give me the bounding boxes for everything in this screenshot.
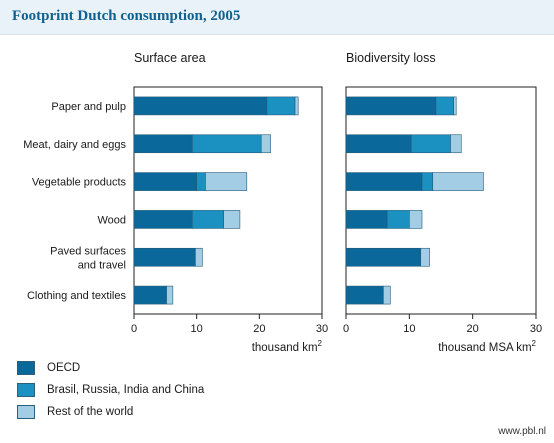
panel-title: Biodiversity loss <box>346 51 436 65</box>
bar-segment <box>191 134 262 154</box>
bar-segment <box>421 172 434 191</box>
bar-segment <box>432 172 484 191</box>
bar-segment <box>345 285 384 305</box>
x-tick-label: 30 <box>530 323 542 335</box>
plot-frame <box>345 86 537 315</box>
bar-segment <box>345 247 422 267</box>
x-tick-label: 30 <box>316 323 328 335</box>
x-tick-label: 10 <box>403 323 415 335</box>
legend-item-bric: Brasil, Russia, India and China <box>17 379 204 401</box>
bar-segment <box>196 172 206 191</box>
bar-segment <box>409 210 423 229</box>
x-axis-label: thousand km2 <box>252 339 323 354</box>
bar-segment <box>383 285 391 305</box>
category-label: Paper and pulp <box>51 101 126 113</box>
legend-label-bric: Brasil, Russia, India and China <box>47 384 205 396</box>
x-tick-label: 0 <box>343 323 349 335</box>
chart-title: Footprint Dutch consumption, 2005 <box>12 8 241 24</box>
bar-segment <box>345 172 423 191</box>
bar-segment <box>386 210 410 229</box>
bar-segment <box>435 96 454 116</box>
legend-label-rest: Rest of the world <box>47 406 134 418</box>
x-tick-label: 20 <box>467 323 479 335</box>
source-credit: www.pbl.nl <box>498 426 546 437</box>
plot-frame <box>133 86 323 315</box>
legend-swatch-bric <box>17 383 35 397</box>
title-bar: Footprint Dutch consumption, 2005 <box>0 0 554 35</box>
bar-segment <box>420 247 430 267</box>
bar-segment <box>260 134 271 154</box>
category-label: Vegetable products <box>32 177 127 189</box>
legend: OECD Brasil, Russia, India and China Res… <box>17 357 204 423</box>
category-label: Meat, dairy and eggs <box>23 139 126 151</box>
legend-item-rest: Rest of the world <box>17 401 204 423</box>
category-label: Wood <box>97 214 126 226</box>
bar-segment <box>453 96 457 116</box>
bar-segment <box>345 134 412 154</box>
panel-title: Surface area <box>134 51 206 65</box>
bar-segment <box>450 134 462 154</box>
bar-segment <box>266 96 296 116</box>
bar-segment <box>345 210 388 229</box>
category-label: and travel <box>78 259 126 271</box>
bar-segment <box>133 210 193 229</box>
category-label: Clothing and textiles <box>27 290 127 302</box>
bar-segment <box>205 172 248 191</box>
legend-swatch-oecd <box>17 361 35 375</box>
x-tick-label: 20 <box>253 323 265 335</box>
bar-segment <box>166 285 174 305</box>
category-label: Paved surfaces <box>50 245 126 257</box>
bar-segment <box>133 134 193 154</box>
x-tick-label: 10 <box>191 323 203 335</box>
legend-item-oecd: OECD <box>17 357 204 379</box>
bar-segment <box>191 210 224 229</box>
x-tick-label: 0 <box>131 323 137 335</box>
bar-segment <box>133 285 167 305</box>
bar-segment <box>133 247 196 267</box>
bar-segment <box>195 247 203 267</box>
bar-segment <box>223 210 241 229</box>
bar-segment <box>345 96 437 116</box>
bar-segment <box>410 134 451 154</box>
bar-segment <box>133 172 197 191</box>
legend-label-oecd: OECD <box>47 362 81 374</box>
x-axis-label: thousand MSA km2 <box>438 339 536 354</box>
legend-swatch-rest <box>17 405 35 419</box>
bar-segment <box>294 96 299 116</box>
bar-segment <box>133 96 268 116</box>
